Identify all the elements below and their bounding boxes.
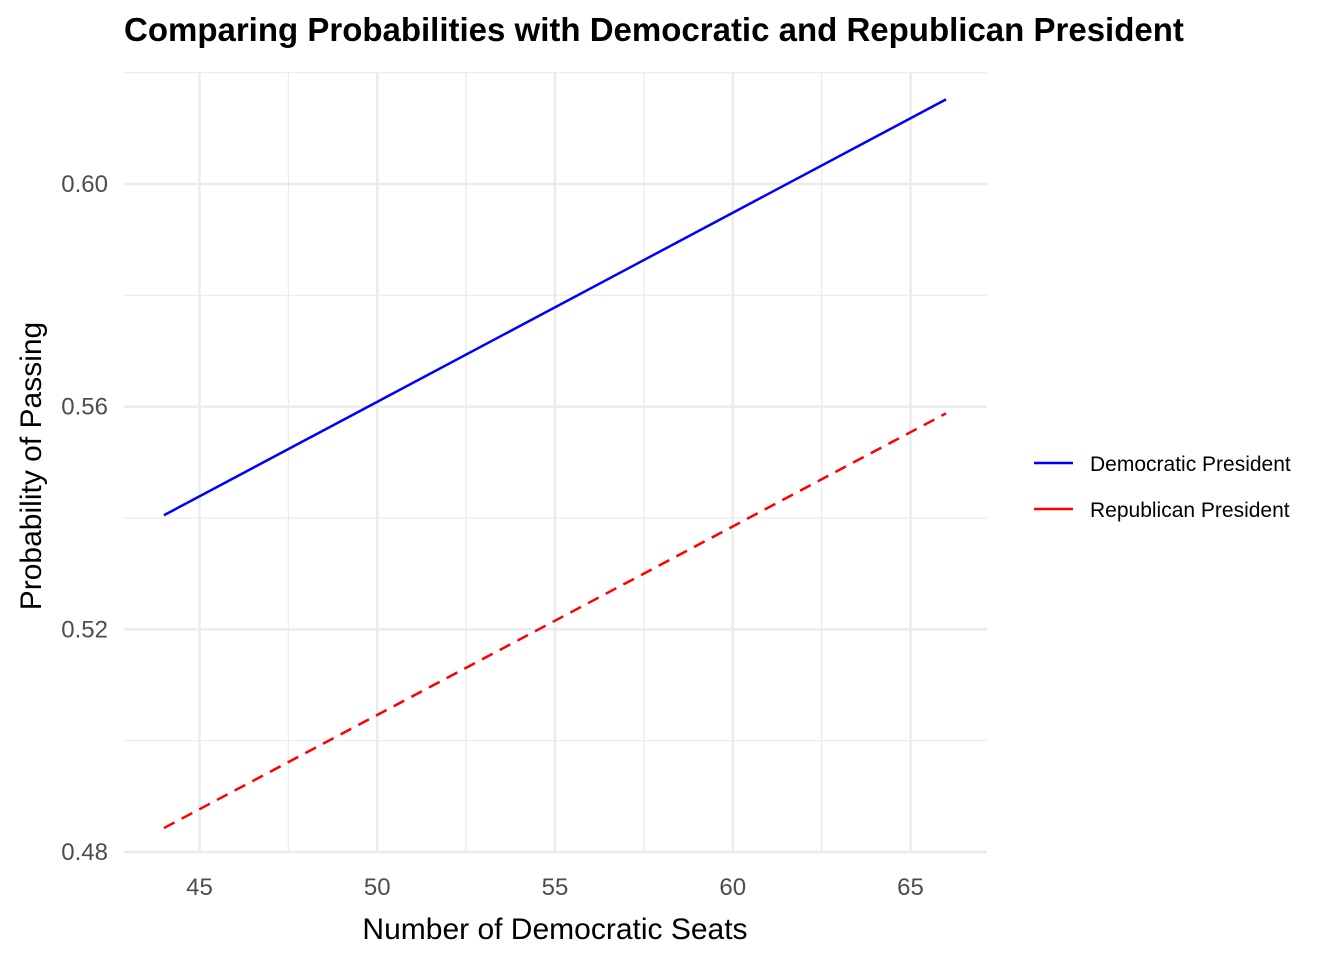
- y-tick-label: 0.56: [61, 394, 108, 421]
- legend-label-republican-president: Republican President: [1090, 499, 1290, 522]
- x-tick-label: 45: [186, 874, 213, 901]
- tick-labels: 45 50 55 60 65 0.48 0.52 0.56 0.60: [61, 171, 924, 901]
- y-tick-label: 0.60: [61, 171, 108, 198]
- legend-label-democratic-president: Democratic President: [1090, 453, 1291, 476]
- x-tick-label: 60: [719, 874, 746, 901]
- x-tick-label: 55: [542, 874, 569, 901]
- series-line-republican-president: [163, 412, 947, 830]
- legend: Democratic President Republican Presiden…: [1034, 453, 1291, 522]
- y-tick-label: 0.48: [61, 839, 108, 866]
- series-lines: [163, 98, 947, 830]
- y-tick-label: 0.52: [61, 616, 108, 643]
- chart-title: Comparing Probabilities with Democratic …: [124, 11, 1184, 48]
- x-tick-label: 50: [364, 874, 391, 901]
- series-line-democratic-president: [163, 98, 947, 517]
- x-tick-label: 65: [897, 874, 924, 901]
- x-axis-title: Number of Democratic Seats: [362, 913, 747, 946]
- y-axis-title: Probability of Passing: [15, 322, 48, 611]
- grid: [124, 72, 987, 854]
